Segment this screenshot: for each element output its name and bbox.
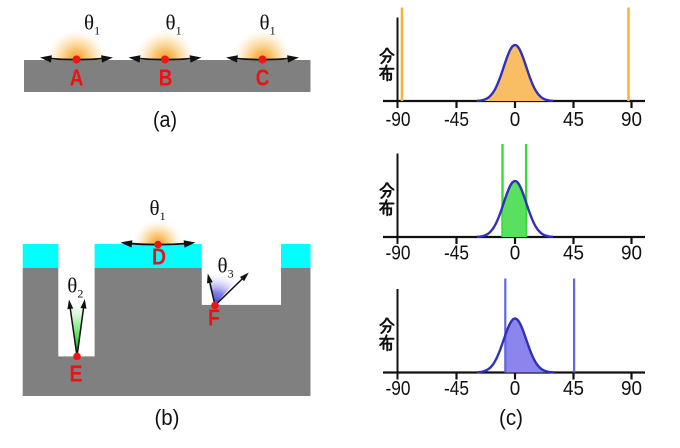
svg-text:45: 45 — [563, 242, 584, 265]
svg-text:F: F — [208, 305, 220, 331]
svg-text:90: 90 — [621, 242, 642, 265]
svg-text:0: 0 — [510, 242, 521, 265]
svg-text:(c): (c) — [499, 405, 523, 430]
svg-text:-45: -45 — [444, 242, 469, 265]
svg-text:C: C — [256, 65, 270, 91]
svg-text:(b): (b) — [155, 405, 180, 430]
svg-text:A: A — [70, 65, 84, 91]
svg-text:(a): (a) — [153, 107, 177, 132]
svg-text:-90: -90 — [386, 242, 411, 265]
svg-text:-45: -45 — [444, 108, 469, 131]
svg-text:45: 45 — [563, 108, 584, 131]
svg-text:B: B — [159, 65, 173, 91]
svg-text:E: E — [70, 361, 83, 387]
svg-text:45: 45 — [563, 377, 584, 400]
svg-text:D: D — [152, 244, 166, 270]
svg-text:90: 90 — [621, 377, 642, 400]
svg-text:0: 0 — [510, 108, 521, 131]
svg-text:-90: -90 — [386, 108, 411, 131]
svg-text:-90: -90 — [386, 377, 411, 400]
svg-text:-45: -45 — [444, 377, 469, 400]
svg-text:90: 90 — [621, 108, 642, 131]
svg-text:0: 0 — [510, 377, 521, 400]
